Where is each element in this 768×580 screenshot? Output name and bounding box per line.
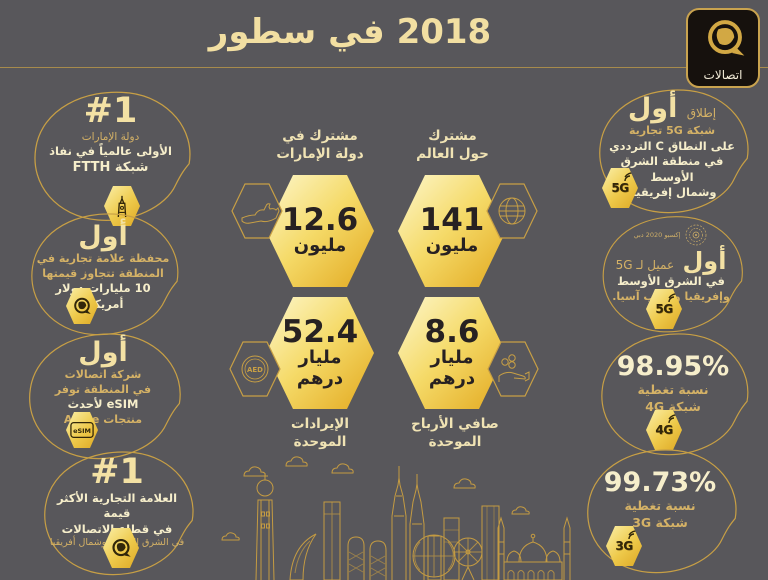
fact-line: في المنطقة توفر bbox=[54, 382, 152, 396]
fact-line: شبكة 5G تجارية bbox=[628, 123, 716, 137]
fact-line: في الشرق الأوسط bbox=[617, 274, 725, 289]
fact-bubble-ftth: #1 دولة الإمارات الأولى عالمياً في نفاذ … bbox=[28, 86, 193, 226]
city-skyline bbox=[221, 456, 571, 580]
fact-bubble-esim: أول شركة اتصالات في المنطقة توفر eSIM لأ… bbox=[22, 330, 184, 462]
fact-headline: إطلاق أول bbox=[627, 93, 717, 124]
page-title: 2018 في سطور bbox=[208, 12, 492, 52]
capsule-towers bbox=[347, 536, 387, 580]
metric-hex-revenue: 52.4 مليار درهم bbox=[266, 297, 374, 409]
fact-bubble-3g-coverage: 99.73% نسبة تغطية شبكة 3G 3G bbox=[575, 446, 745, 576]
aed-icon: AED bbox=[229, 341, 281, 397]
header-divider bbox=[0, 67, 768, 68]
fact-bubble-expo-5g-customer: إكسبو 2020 دبي أول عميل لـ 5G في الشرق ا… bbox=[590, 213, 752, 335]
tower-icon bbox=[104, 186, 140, 226]
fact-line: وشمال إفريقيا. bbox=[627, 185, 717, 200]
brand-name: اتصالات bbox=[703, 68, 743, 82]
metric-label-net-profit: صافي الأرباح الموحدة bbox=[411, 416, 499, 450]
fact-headline: #1 bbox=[83, 91, 138, 131]
fact-headline: #1 bbox=[90, 452, 144, 492]
fact-bubble-most-valuable-brand: #1 العلامة التجارية الأكثر قيمة في قطاع … bbox=[33, 448, 201, 578]
fact-headline: أول bbox=[78, 337, 128, 368]
fact-line: شبكة 3G bbox=[632, 514, 688, 530]
clock-tower bbox=[255, 473, 275, 580]
fact-line: شبكة 4G bbox=[645, 398, 701, 414]
globe-icon bbox=[486, 183, 538, 239]
badge-5g-label: 5G bbox=[611, 181, 629, 195]
metric-label-world-subscribers: مشترك حول العالم bbox=[416, 128, 489, 162]
fact-line: محفظة علامة تجارية في bbox=[36, 251, 170, 265]
expo-label: إكسبو 2020 دبي bbox=[633, 231, 681, 239]
fact-line: شبكة FTTH bbox=[72, 160, 149, 176]
fact-bubble-5g-launch: إطلاق أول شبكة 5G تجارية على النطاق C ال… bbox=[588, 86, 756, 216]
spire-tower-2 bbox=[409, 474, 425, 580]
fact-headline: أول عميل لـ 5G bbox=[615, 247, 727, 275]
fact-line: العلامة التجارية الأكثر قيمة bbox=[56, 490, 178, 521]
fact-line: على النطاق C الترددي bbox=[609, 138, 735, 153]
block-towers bbox=[427, 505, 500, 580]
coverage-value: 99.73% bbox=[603, 467, 717, 498]
badge-4g-label: 4G bbox=[655, 423, 673, 437]
fact-line: الأولى عالمياً في نفاذ bbox=[49, 143, 172, 158]
fact-bubble-brand-portfolio: أول محفظة علامة تجارية في المنطقة تتجاوز… bbox=[22, 210, 184, 338]
aed-label: AED bbox=[247, 366, 263, 374]
badge-5g-label: 5G bbox=[655, 302, 673, 316]
etisalat-swoosh-icon bbox=[708, 20, 745, 56]
fact-line: شركة اتصالات bbox=[64, 367, 142, 381]
speech-petal-outline bbox=[34, 91, 191, 221]
coverage-value: 98.95% bbox=[616, 351, 730, 382]
clouds-icon bbox=[221, 456, 530, 541]
uae-map-icon bbox=[231, 183, 283, 239]
etisalat-logo: اتصالات bbox=[686, 8, 760, 88]
fact-line: نسبة تغطية bbox=[624, 497, 696, 513]
badge-3g-label: 3G bbox=[615, 539, 633, 553]
mosque bbox=[497, 516, 571, 580]
fact-line: دولة الإمارات bbox=[81, 130, 140, 143]
fact-line: eSIM لأحدث bbox=[67, 397, 139, 412]
fact-line: نسبة تغطية bbox=[637, 381, 709, 397]
fact-line: 10 مليارات دولار أمريكي bbox=[55, 281, 151, 311]
ferris-wheel bbox=[453, 537, 483, 580]
badge-5g-hexagon: 5G bbox=[602, 168, 638, 208]
metric-label-revenue: الإيرادات الموحدة bbox=[291, 416, 349, 450]
spire-tower-1 bbox=[391, 466, 407, 580]
etisalat-swoosh-icon bbox=[103, 528, 139, 568]
hand-coins-icon bbox=[487, 341, 539, 397]
esim-label: eSIM bbox=[73, 427, 91, 435]
fact-bubble-4g-coverage: 98.95% نسبة تغطية شبكة 4G 4G bbox=[592, 330, 754, 458]
aldar-circle-building bbox=[412, 534, 456, 578]
metric-label-uae-subscribers: مشترك في دولة الإمارات bbox=[276, 128, 364, 162]
sail-building bbox=[289, 533, 317, 580]
expo-rings-icon bbox=[686, 224, 707, 246]
expo-2020-logo: إكسبو 2020 دبي bbox=[634, 223, 709, 247]
etisalat-swoosh-icon bbox=[66, 288, 98, 324]
fact-line: المنطقة تتجاوز قيمتها bbox=[42, 266, 164, 280]
slab-tower bbox=[323, 501, 341, 580]
fact-headline: أول bbox=[78, 221, 128, 252]
esim-icon: eSIM bbox=[66, 412, 98, 448]
fact-line: في منطقة الشرق الأوسط bbox=[620, 154, 724, 184]
